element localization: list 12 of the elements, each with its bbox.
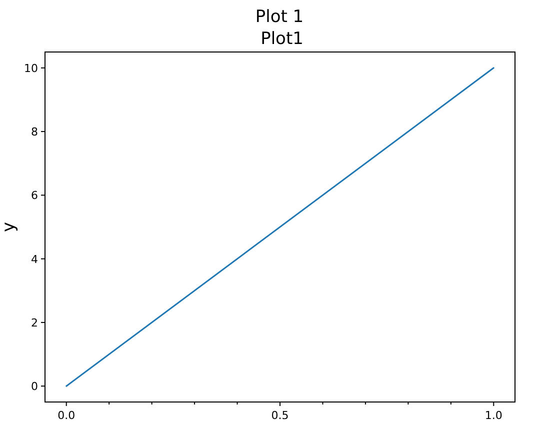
y-tick-label: 0 (31, 380, 38, 394)
chart-title: Plot 1 (255, 7, 304, 27)
x-tick-label: 0.5 (271, 409, 289, 422)
x-tick-label: 0.0 (58, 409, 76, 422)
y-tick-label: 6 (31, 189, 38, 202)
y-tick-label: 10 (24, 62, 38, 75)
y-tick-label: 8 (31, 126, 38, 139)
y-tick-label: 4 (31, 252, 38, 266)
y-axis-title: y (0, 222, 19, 232)
y-tick-label: 2 (31, 316, 38, 330)
chart-subtitle: Plot1 (260, 29, 304, 49)
x-tick-label: 1.0 (484, 409, 502, 422)
